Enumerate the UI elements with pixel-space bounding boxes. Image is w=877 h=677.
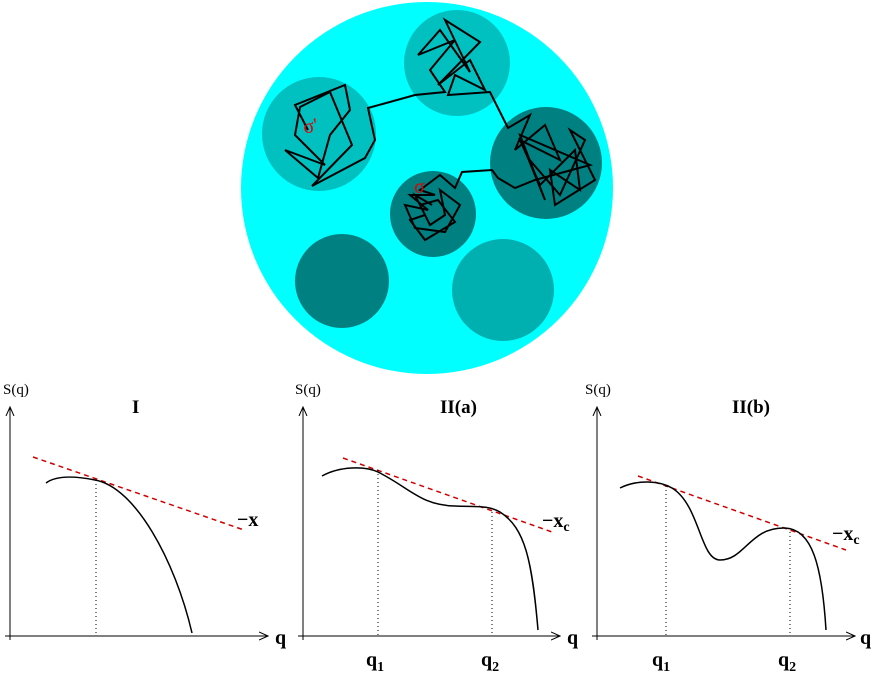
structure-factor-curve — [321, 467, 539, 631]
asymptote-text: −x — [832, 523, 853, 545]
asymptote-text: −x — [237, 509, 258, 531]
polymer-chain — [311, 17, 597, 242]
q2-label: q2 — [481, 649, 499, 675]
sigma-prime-label: σ' — [301, 114, 319, 138]
panel-IIb: S(q) II(b) q −xc q1 q2 — [585, 382, 871, 675]
q2-base: q — [481, 649, 492, 671]
structure-factor-curve — [619, 481, 827, 631]
asymptote-subscript: c — [563, 520, 569, 535]
q2-base: q — [778, 649, 789, 671]
ylabel: S(q) — [585, 382, 611, 398]
xlabel: q — [567, 627, 578, 649]
q1-label: q1 — [366, 649, 384, 675]
asymptote-label: −xc — [542, 510, 570, 535]
title: I — [132, 397, 139, 418]
q1-sub: 1 — [663, 660, 670, 675]
domain-right — [490, 107, 602, 219]
ylabel: S(q) — [295, 382, 321, 398]
q1-label: q1 — [652, 649, 670, 675]
q2-sub: 2 — [789, 660, 796, 675]
q2-label: q2 — [778, 649, 796, 675]
q1-sub: 1 — [377, 660, 384, 675]
q2-sub: 2 — [492, 660, 499, 675]
domain-bottom-left — [295, 234, 389, 328]
domain-bottom-right — [452, 239, 554, 341]
domain-center — [390, 171, 476, 257]
ylabel: S(q) — [3, 382, 29, 398]
structure-factor-curve — [45, 476, 193, 634]
xlabel: q — [860, 627, 871, 649]
domain-left — [262, 77, 376, 191]
panel-IIa: S(q) II(a) q −xc q1 q2 — [295, 382, 578, 675]
xlabel: q — [275, 627, 286, 649]
asymptote-label: −xc — [832, 523, 860, 548]
title: II(a) — [440, 397, 477, 418]
title: II(b) — [732, 397, 770, 418]
q1-base: q — [366, 649, 377, 671]
asymptote-dashed — [342, 457, 553, 533]
panel-I: S(q) I q −x — [3, 382, 286, 649]
q1-base: q — [652, 649, 663, 671]
asymptote-text: −x — [542, 510, 563, 532]
asymptote-dashed — [32, 456, 245, 531]
polymer-schematic: σ' σ — [241, 2, 613, 374]
sigma-label: σ — [414, 176, 425, 198]
polymer-chain-left — [284, 83, 354, 187]
asymptote-subscript: c — [853, 533, 859, 548]
asymptote-label: −x — [237, 509, 258, 531]
